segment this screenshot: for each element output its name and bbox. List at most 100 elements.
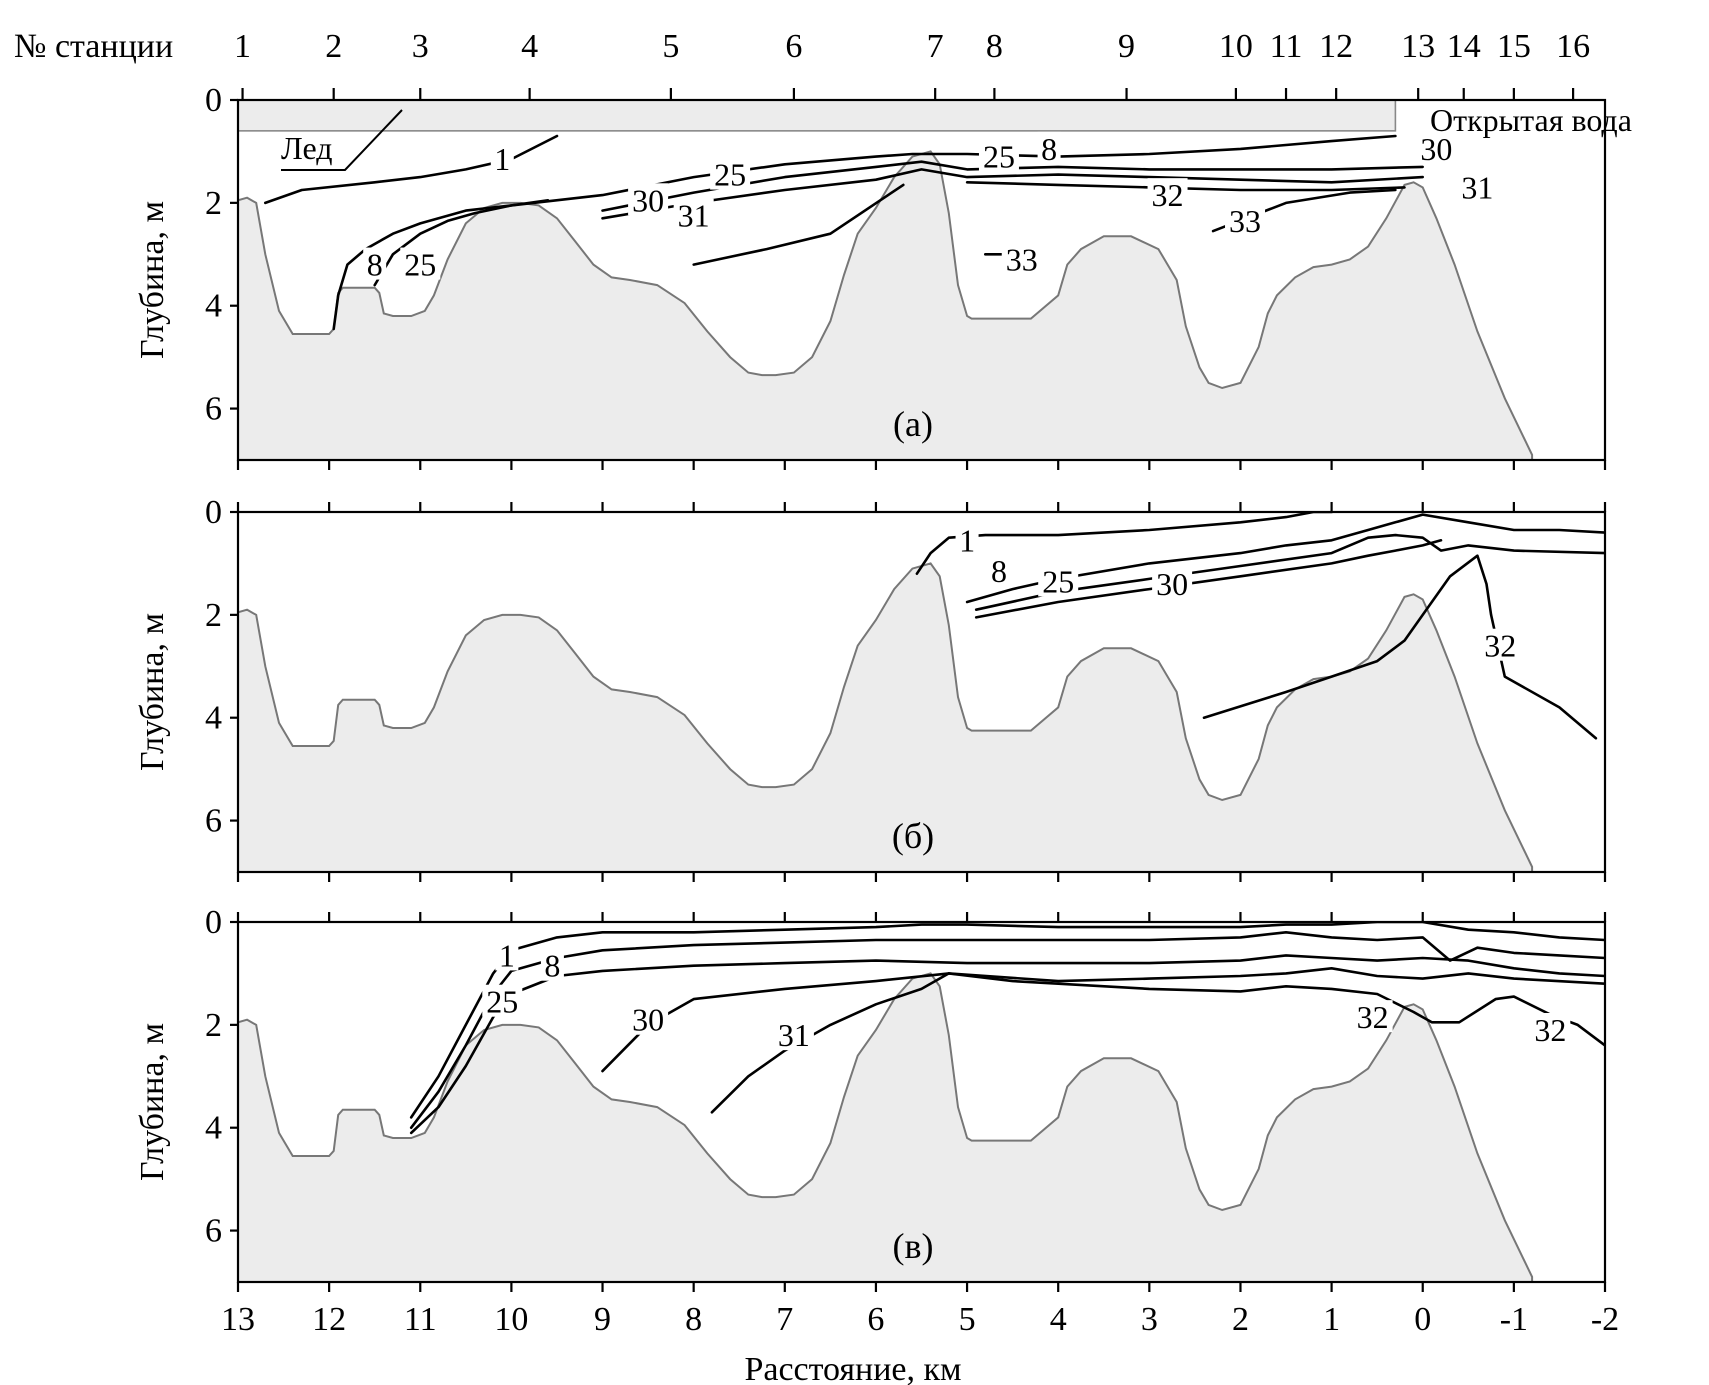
panel-tag: (в) xyxy=(893,1226,934,1266)
contour-label-bg xyxy=(710,157,751,190)
contour-label-bg xyxy=(1352,1000,1393,1033)
contour-label: 25 xyxy=(714,157,746,193)
isohaline-32 xyxy=(1202,554,1598,740)
contour-label-bg xyxy=(1416,131,1457,164)
isohaline-30 xyxy=(601,967,1605,1073)
contour-label-bg xyxy=(400,247,441,280)
contour-label: 8 xyxy=(544,948,560,984)
contour-label: 25 xyxy=(1042,563,1074,599)
station-label: 4 xyxy=(521,28,538,65)
station-header-label: № станции xyxy=(14,28,173,65)
ice-label: Лед xyxy=(281,130,333,166)
contour-label-bg xyxy=(1457,170,1498,203)
station-label: 16 xyxy=(1556,28,1590,65)
y-axis-label: Глубина, м xyxy=(134,1023,171,1181)
panel-frame xyxy=(236,510,1607,874)
y-tick-label: 4 xyxy=(205,700,222,737)
station-label: 9 xyxy=(1118,28,1135,65)
y-axis-label: Глубина, м xyxy=(134,201,171,359)
contour-label: 25 xyxy=(983,139,1015,175)
y-tick-label: 6 xyxy=(205,391,222,428)
contour-label: 30 xyxy=(632,1002,664,1038)
contour-label: 8 xyxy=(1041,131,1057,167)
y-tick-label: 6 xyxy=(205,1213,222,1250)
contour-label: 33 xyxy=(1006,241,1038,277)
contour-label: 1 xyxy=(494,141,510,177)
contour-label-bg xyxy=(1038,564,1079,597)
station-label: 14 xyxy=(1447,28,1481,65)
x-tick-label: 2 xyxy=(1232,1301,1249,1338)
contour-label-bg xyxy=(1152,567,1193,599)
y-tick-label: 0 xyxy=(205,82,222,119)
contour-label-bg xyxy=(955,523,979,556)
contour-label: 33 xyxy=(1229,203,1261,239)
contour-label-bg xyxy=(490,142,514,175)
seabed-profile xyxy=(238,150,1534,460)
panel-2: 18 25 30 32 0 2 4 6 Глубина, м (б) xyxy=(134,494,1607,882)
y-tick-label: 2 xyxy=(205,597,222,634)
x-tick-label: 10 xyxy=(494,1301,528,1338)
station-label: 11 xyxy=(1270,28,1303,65)
contour-label-bg xyxy=(1037,131,1061,164)
contour-label: 1 xyxy=(499,937,515,973)
station-label: 13 xyxy=(1401,28,1435,65)
seabed-profile xyxy=(238,562,1534,872)
contour-label: 32 xyxy=(1152,177,1184,213)
contour-label: 30 xyxy=(632,182,664,218)
contour-label-bg xyxy=(987,554,1011,587)
station-label: 1 xyxy=(234,28,251,65)
x-tick-label: 6 xyxy=(867,1301,884,1338)
contour-label-bg xyxy=(1480,628,1521,661)
x-tick-label: 0 xyxy=(1414,1301,1431,1338)
x-axis: 13 12 11 10 9 8 7 6 5 4 3 2 1 0 -1 -2 xyxy=(221,1301,1619,1338)
station-label: 12 xyxy=(1319,28,1353,65)
contour-label: 32 xyxy=(1534,1012,1566,1048)
contour-label-bg xyxy=(540,948,564,981)
station-label: 3 xyxy=(412,28,429,65)
contour-label: 25 xyxy=(486,984,518,1020)
y-tick-label: 0 xyxy=(205,904,222,941)
contour-label: 8 xyxy=(367,247,383,283)
panel-frame xyxy=(236,920,1607,1284)
contour-label: 32 xyxy=(1484,628,1516,664)
contour-label: 30 xyxy=(1420,131,1452,167)
contour-label-bg xyxy=(363,247,387,280)
x-axis-label: Расстояние, км xyxy=(744,1351,961,1385)
panel-frame xyxy=(236,98,1607,462)
contour-label-bg xyxy=(1530,1013,1571,1045)
x-tick-label: 1 xyxy=(1323,1301,1340,1338)
contour-label: 31 xyxy=(678,198,710,234)
x-tick-label: 5 xyxy=(959,1301,976,1338)
isohaline-31 xyxy=(601,168,1424,220)
x-tick-label: 13 xyxy=(221,1301,255,1338)
contour-label: 30 xyxy=(1156,566,1188,602)
y-axis-label: Глубина, м xyxy=(134,613,171,771)
seabed-profile xyxy=(238,972,1534,1282)
isohaline-32 xyxy=(965,181,1406,192)
panel-3: 1 8 25 30 31 32 32 0 2 4 6 Глубина, м (в) xyxy=(134,904,1607,1292)
contour-label: 1 xyxy=(959,522,975,558)
station-label: 7 xyxy=(927,28,944,65)
contour-label-bg xyxy=(628,183,669,216)
contour-label: 8 xyxy=(991,553,1007,589)
isohaline-31 xyxy=(710,972,951,1114)
contour-label-bg xyxy=(1225,203,1266,236)
isohaline-25 xyxy=(373,134,1397,287)
y-tick-label: 4 xyxy=(205,1110,222,1147)
y-tick-label: 4 xyxy=(205,288,222,325)
panel-tag: (а) xyxy=(893,404,933,444)
y-tick-label: 0 xyxy=(205,494,222,531)
contour-label-bg xyxy=(978,139,1019,172)
station-label: 8 xyxy=(986,28,1003,65)
ice-layer xyxy=(238,100,1397,132)
x-tick-label: 12 xyxy=(312,1301,346,1338)
contour-label: 31 xyxy=(1461,169,1493,205)
station-label: 5 xyxy=(662,28,679,65)
contour-label: 32 xyxy=(1357,999,1389,1035)
station-label: 10 xyxy=(1219,28,1253,65)
x-tick-label: 9 xyxy=(594,1301,611,1338)
